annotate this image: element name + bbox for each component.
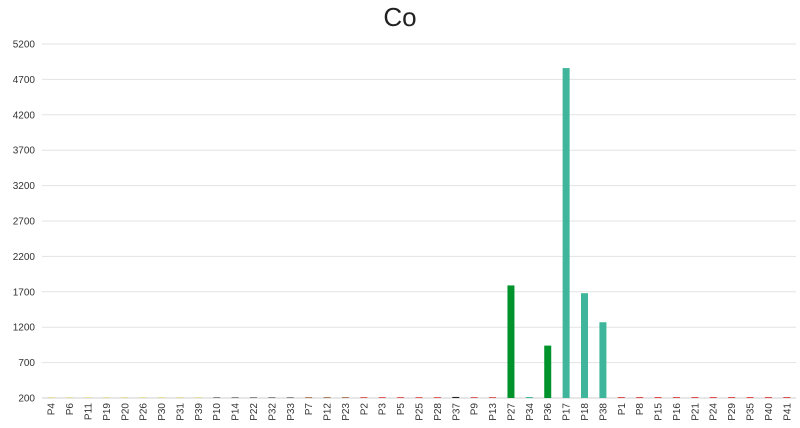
x-tick-label: P22 (249, 403, 260, 421)
bar-p6 (66, 397, 74, 398)
y-tick-label: 2200 (13, 252, 36, 263)
bar-p5 (397, 397, 405, 398)
bar-p14 (231, 397, 239, 398)
y-tick-label: 5200 (13, 40, 36, 51)
x-tick-label: P34 (525, 403, 536, 421)
bar-p36 (544, 345, 552, 398)
bar-p3 (378, 397, 386, 398)
x-tick-label: P33 (286, 403, 297, 421)
bar-p28 (433, 397, 441, 398)
x-tick-label: P19 (102, 403, 113, 421)
y-tick-label: 4200 (13, 110, 36, 121)
bar-p11 (84, 397, 92, 398)
bar-p7 (305, 397, 313, 398)
bar-p17 (562, 68, 570, 399)
x-tick-label: P24 (709, 403, 720, 421)
bar-p18 (581, 293, 589, 398)
x-tick-label: P18 (580, 403, 591, 421)
y-tick-label: 200 (18, 394, 35, 405)
x-tick-label: P6 (65, 403, 76, 416)
bar-p39 (194, 397, 202, 398)
gridlines (42, 43, 796, 399)
y-tick-label: 4700 (13, 75, 36, 86)
bar-p33 (286, 397, 294, 398)
bar-p2 (360, 397, 368, 398)
bar-p31 (176, 397, 184, 398)
bar-p22 (249, 397, 257, 398)
x-tick-label: P12 (323, 403, 334, 421)
bars (47, 68, 791, 399)
x-tick-label: P26 (139, 403, 150, 421)
bar-p34 (525, 397, 533, 398)
x-tick-label: P29 (727, 403, 738, 421)
bar-p38 (599, 322, 607, 398)
bar-p40 (764, 397, 772, 398)
x-tick-label: P20 (120, 403, 131, 421)
bar-p8 (636, 397, 644, 398)
y-tick-label: 700 (18, 358, 35, 369)
y-tick-label: 1700 (13, 287, 36, 298)
bar-p4 (47, 397, 55, 398)
x-tick-label: P2 (359, 403, 370, 416)
x-tick-label: P11 (83, 403, 94, 420)
bar-p25 (415, 397, 423, 398)
bar-p32 (268, 397, 276, 398)
x-tick-label: P30 (157, 403, 168, 421)
bar-p19 (102, 397, 110, 398)
y-tick-label: 1200 (13, 323, 36, 334)
x-tick-label: P9 (470, 403, 481, 416)
bar-p23 (341, 397, 349, 398)
x-tick-label: P38 (598, 403, 609, 421)
bar-p12 (323, 397, 331, 398)
x-tick-label: P16 (672, 403, 683, 421)
x-tick-label: P25 (415, 403, 426, 421)
x-tick-label: P15 (654, 403, 665, 421)
bar-p24 (709, 397, 717, 398)
x-tick-label: P10 (212, 403, 223, 421)
bar-p16 (672, 397, 680, 398)
x-tick-label: P17 (562, 403, 573, 421)
x-tick-label: P3 (378, 403, 389, 416)
x-tick-label: P1 (617, 403, 628, 416)
y-tick-label: 2700 (13, 217, 36, 228)
bar-p29 (728, 397, 736, 398)
x-tick-label: P28 (433, 403, 444, 421)
bar-p15 (654, 397, 662, 398)
x-tick-label: P27 (506, 403, 517, 421)
x-tick-label: P37 (451, 403, 462, 421)
bar-p27 (507, 285, 515, 398)
x-tick-label: P39 (194, 403, 205, 421)
bar-p26 (139, 397, 147, 398)
x-tick-label: P40 (764, 403, 775, 421)
bar-p37 (452, 396, 460, 398)
x-tick-label: P31 (175, 403, 186, 421)
x-tick-label: P36 (543, 403, 554, 421)
bar-p21 (691, 397, 699, 398)
bar-p13 (489, 397, 497, 398)
x-tick-label: P14 (231, 403, 242, 421)
bar-p30 (158, 397, 166, 398)
bar-p1 (617, 397, 625, 398)
bar-p41 (783, 397, 791, 398)
x-tick-label: P35 (746, 403, 757, 421)
chart-title: Co (383, 2, 416, 32)
bar-p20 (121, 397, 129, 398)
x-tick-label: P4 (47, 403, 58, 416)
x-tick-label: P21 (690, 403, 701, 421)
x-tick-label: P13 (488, 403, 499, 421)
x-axis-tick-labels: P4 P6 P11 P19 P20 P26 P30 P31 P39 P10 P14 P22 P32 P33… (47, 403, 794, 421)
y-tick-label: 3700 (13, 146, 36, 157)
y-tick-label: 3200 (13, 181, 36, 192)
y-axis-tick-labels: 200 700 1200 1700 2200 2700 3200 3700 4200 4700 52… (13, 40, 36, 405)
x-tick-label: P5 (396, 403, 407, 416)
x-tick-label: P32 (267, 403, 278, 421)
x-tick-label: P23 (341, 403, 352, 421)
x-tick-label: P41 (782, 403, 793, 421)
x-tick-label: P7 (304, 403, 315, 416)
bar-p10 (213, 397, 221, 398)
x-tick-label: P8 (635, 403, 646, 416)
bar-p9 (470, 397, 478, 398)
bar-p35 (746, 397, 754, 398)
